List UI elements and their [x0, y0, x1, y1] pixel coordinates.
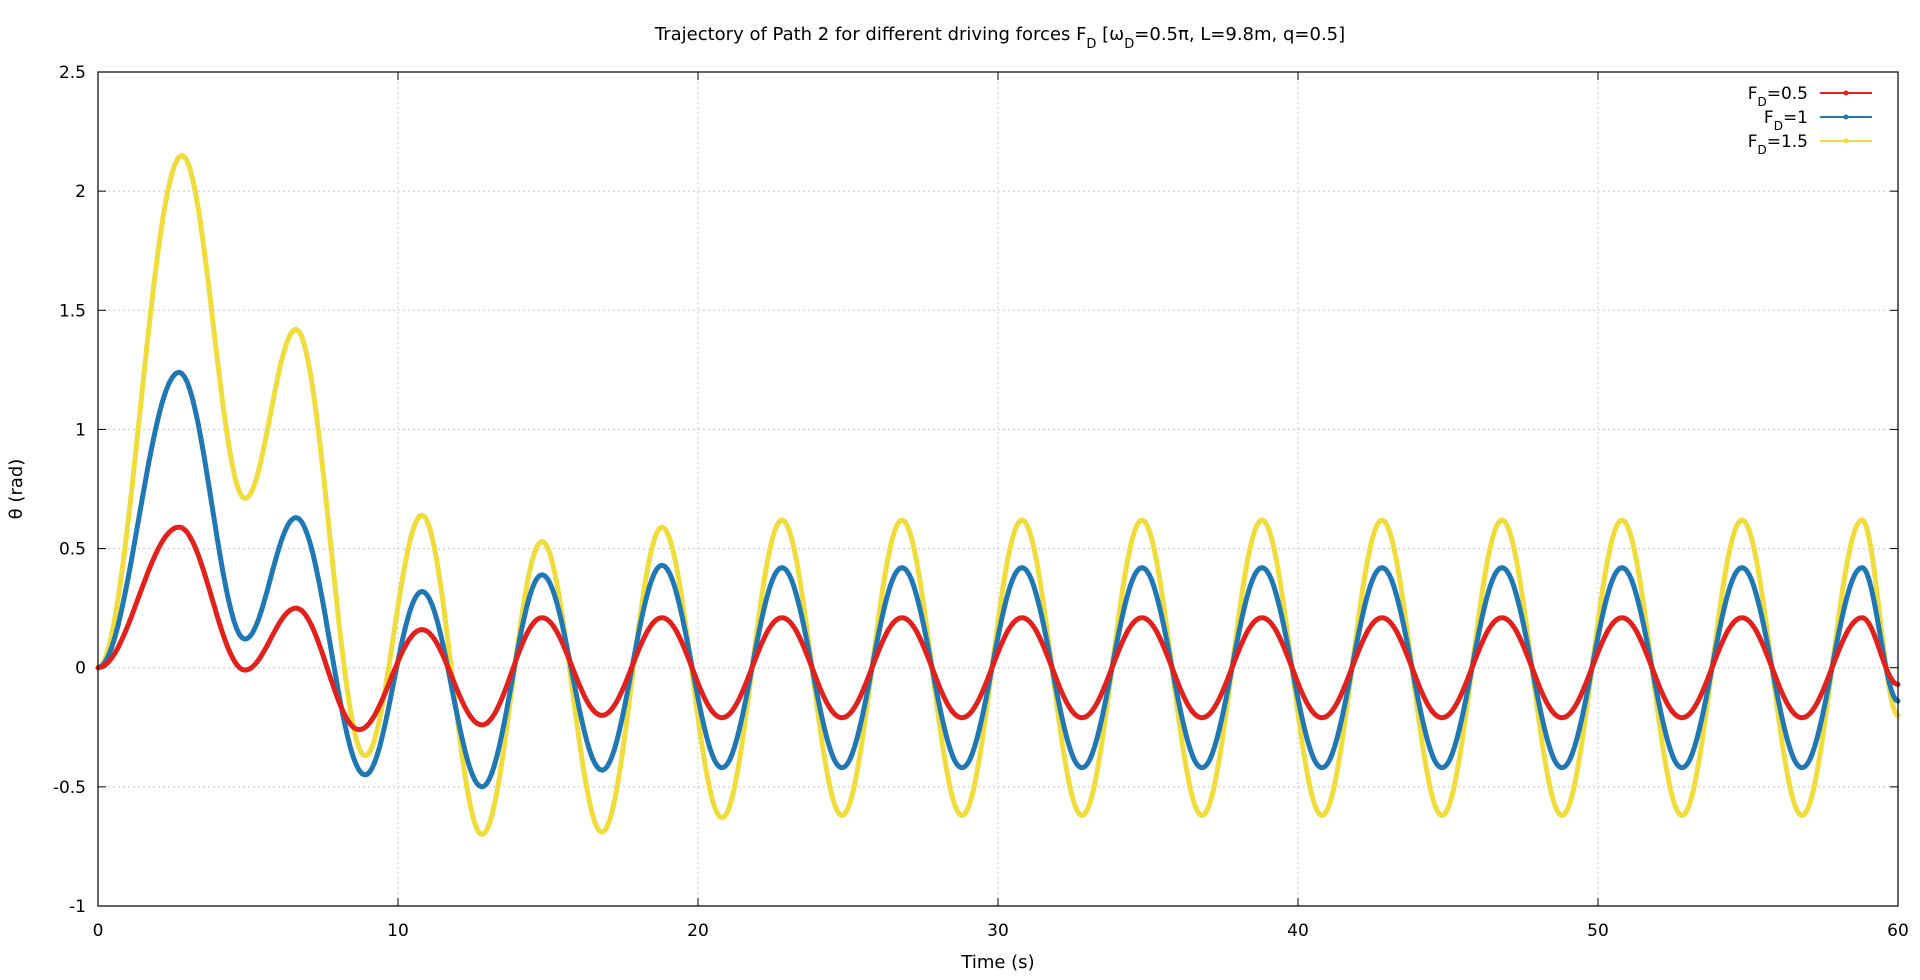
x-axis-label: Time (s): [960, 952, 1034, 973]
legend-marker: [1843, 138, 1849, 144]
y-axis-label: θ (rad): [6, 459, 27, 520]
chart-title: Trajectory of Path 2 for different drivi…: [654, 24, 1345, 52]
legend-marker: [1843, 90, 1849, 96]
series-line-2: [95, 152, 1901, 837]
legend-item: FD=1.5: [1748, 132, 1872, 157]
tick-labels: 0 10 20 30 40 50 60 -1 -0.5 0 0.5 1 1.5 2 2.5: [53, 63, 1909, 941]
legend-label: FD=1: [1764, 108, 1808, 133]
y-tick-label: 1: [75, 420, 86, 440]
legend-label: FD=1.5: [1748, 132, 1808, 157]
y-tick-label: 1.5: [59, 301, 86, 321]
x-tick-label: 40: [1287, 921, 1309, 941]
x-tick-label: 10: [387, 921, 409, 941]
x-tick-label: 20: [687, 921, 709, 941]
plot-frame: [97, 71, 1899, 907]
y-tick-label: 2: [75, 182, 86, 202]
y-tick-label: -1: [69, 897, 86, 917]
legend-item: FD=1: [1764, 108, 1872, 133]
y-tick-label: -0.5: [53, 778, 86, 798]
legend-item: FD=0.5: [1748, 84, 1872, 109]
series-line-1: [95, 369, 1901, 790]
y-tick-label: 2.5: [59, 63, 86, 83]
x-tick-label: 50: [1587, 921, 1609, 941]
legend-label: FD=0.5: [1748, 84, 1808, 109]
series-lines: [95, 152, 1901, 837]
y-tick-label: 0.5: [59, 540, 86, 560]
y-tick-label: 0: [75, 659, 86, 679]
x-tick-label: 0: [93, 921, 104, 941]
legend-marker: [1843, 114, 1849, 120]
x-tick-label: 30: [987, 921, 1009, 941]
grid: [97, 71, 1899, 907]
x-tick-label: 60: [1887, 921, 1909, 941]
series-line-0: [95, 524, 1901, 733]
legend: FD=0.5FD=1FD=1.5: [1748, 84, 1872, 157]
